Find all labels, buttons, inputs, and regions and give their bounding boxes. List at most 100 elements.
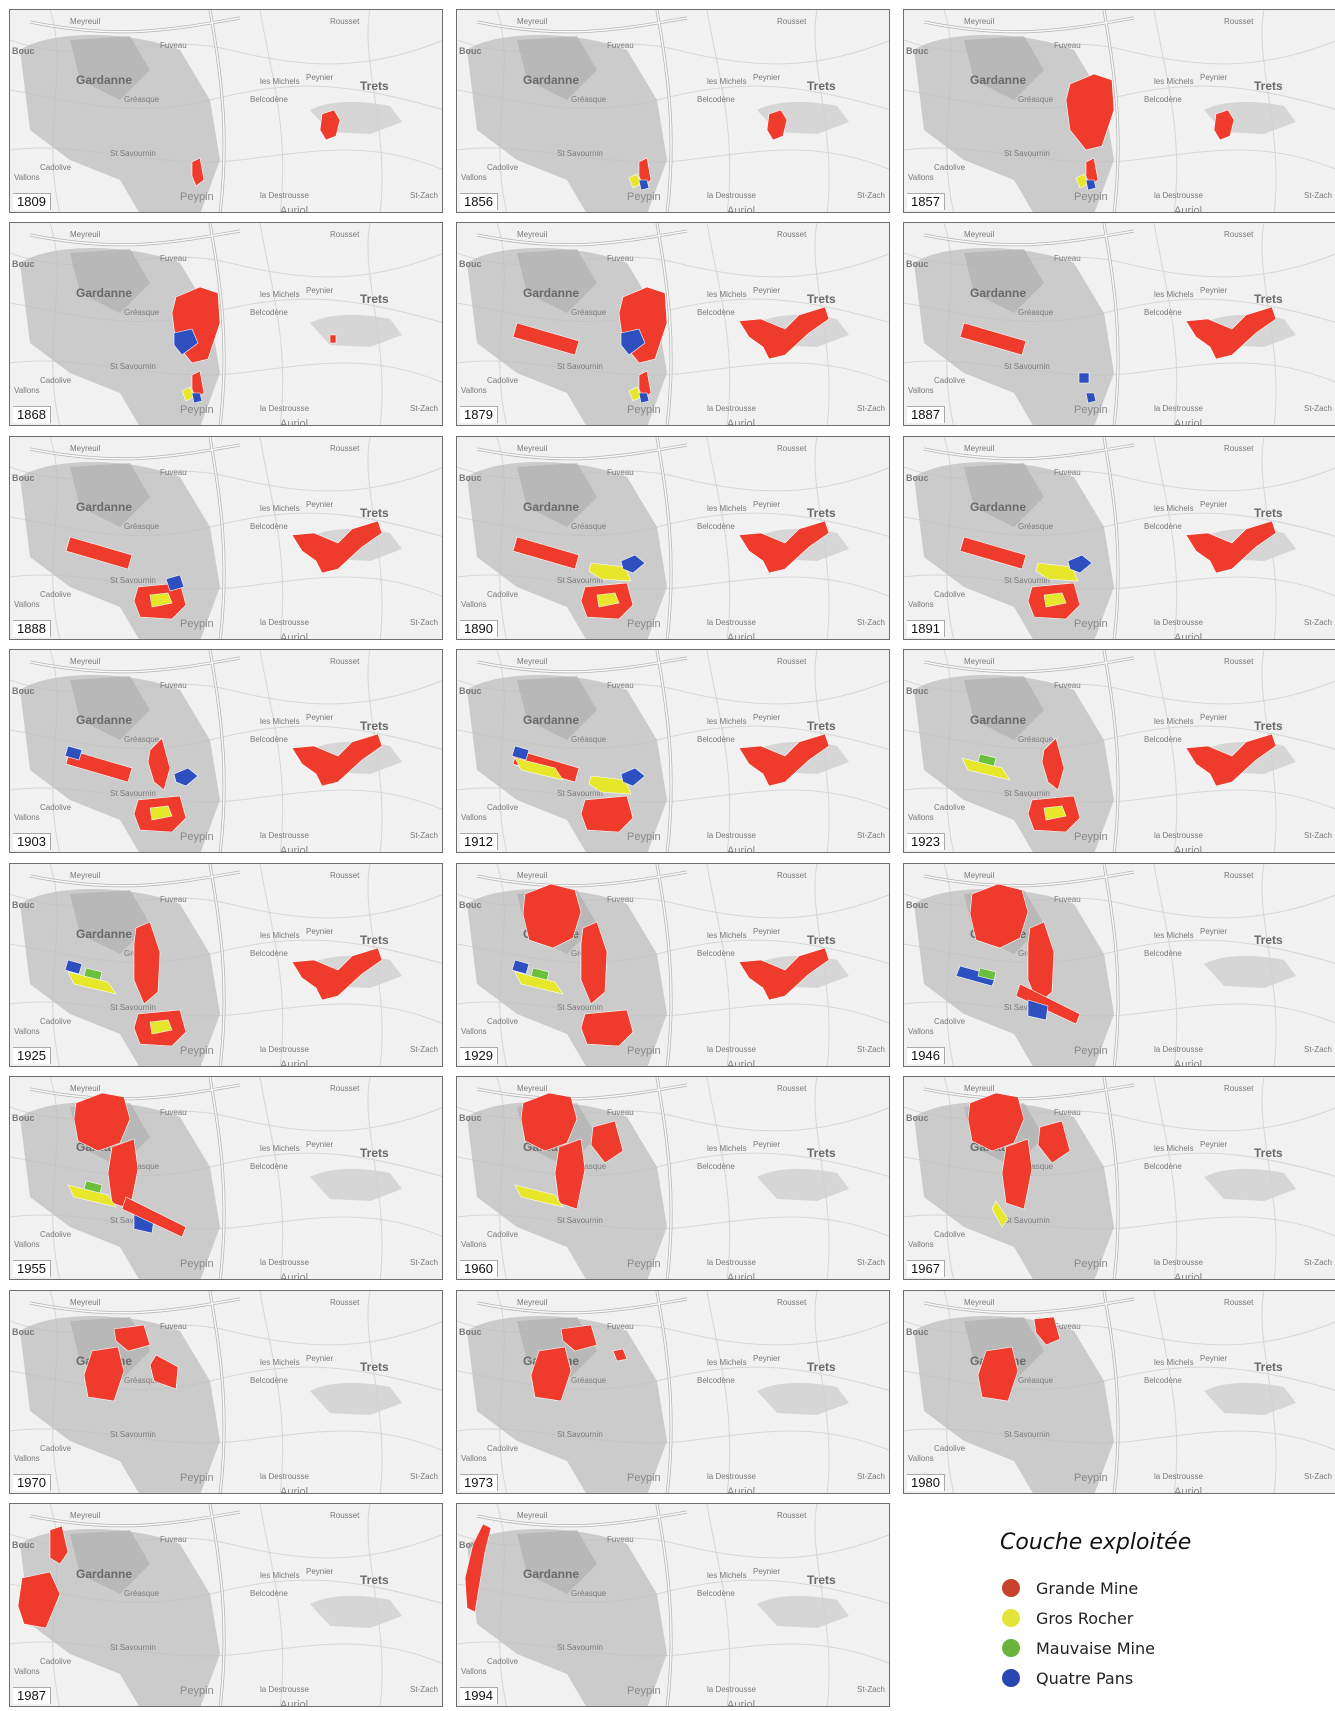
map-label-la-destrousse: la Destrousse xyxy=(707,1045,756,1054)
map-label-la-destrousse: la Destrousse xyxy=(260,1685,309,1694)
panel-year-label: 1857 xyxy=(907,193,945,210)
map-label-greasque: Gréasque xyxy=(571,735,607,744)
map-label-peynier: Peynier xyxy=(1200,927,1227,936)
mined-area-grande-mine xyxy=(1001,1138,1033,1210)
map-canvas: Gardanne Trets Peypin Auriol Belcodène S… xyxy=(10,864,442,1066)
mined-area-grande-mine xyxy=(113,1324,151,1352)
map-panel-1890: Gardanne Trets Peypin Auriol Belcodène S… xyxy=(456,436,890,640)
map-label-peypin: Peypin xyxy=(1074,831,1108,843)
mined-area-grande-mine xyxy=(1033,1316,1061,1346)
mauvaise-mine-swatch-icon xyxy=(1002,1639,1020,1657)
map-label-peypin: Peypin xyxy=(627,1685,661,1697)
map-panel-1980: Gardanne Trets Peypin Auriol Belcodène S… xyxy=(903,1290,1335,1494)
map-label-auriol: Auriol xyxy=(280,1486,308,1494)
map-label-greasque: Gréasque xyxy=(124,95,160,104)
map-label-rousset: Rousset xyxy=(777,1298,807,1307)
map-label-greasque: Gréasque xyxy=(1018,522,1054,531)
map-label-la-destrousse: la Destrousse xyxy=(707,1258,756,1267)
map-canvas: Gardanne Trets Peypin Auriol Belcodène S… xyxy=(457,1077,889,1279)
map-label-peynier: Peynier xyxy=(306,713,333,722)
map-label-gardanne: Gardanne xyxy=(76,1567,132,1581)
map-canvas: Gardanne Trets Peypin Auriol Belcodène S… xyxy=(10,1291,442,1494)
map-label-greasque: Gréasque xyxy=(124,1162,160,1171)
map-canvas: Gardanne Trets Peypin Auriol Belcodène S… xyxy=(904,10,1335,212)
map-label-belcodene: Belcodène xyxy=(1144,522,1182,531)
mined-area-grande-mine xyxy=(969,883,1029,949)
panel-year-label: 1890 xyxy=(460,620,498,637)
map-label-cadolive: Cadolive xyxy=(487,1444,519,1453)
map-label-cadolive: Cadolive xyxy=(934,803,966,812)
map-label-cadolive: Cadolive xyxy=(487,590,519,599)
map-canvas: Gardanne Trets Peypin Auriol Belcodène S… xyxy=(904,1291,1335,1493)
map-label-st-zacharie: St-Zach xyxy=(857,404,885,413)
map-panel-1925: Gardanne Trets Peypin Auriol Belcodène S… xyxy=(9,863,443,1067)
mined-area-grande-mine xyxy=(319,109,341,141)
map-label-gardanne: Gardanne xyxy=(523,1567,579,1581)
map-label-meyreuil: Meyreuil xyxy=(517,657,547,666)
map-label-la-destrousse: la Destrousse xyxy=(707,1472,756,1481)
map-label-cadolive: Cadolive xyxy=(40,1444,72,1453)
map-panel-1891: Gardanne Trets Peypin Auriol Belcodène S… xyxy=(903,436,1335,640)
map-panel-1967: Gardanne Trets Peypin Auriol Belcodène S… xyxy=(903,1076,1335,1280)
map-label-trets: Trets xyxy=(360,1146,389,1160)
map-label-rousset: Rousset xyxy=(777,230,807,239)
map-label-auriol: Auriol xyxy=(1174,845,1202,853)
map-label-la-destrousse: la Destrousse xyxy=(1154,1472,1203,1481)
mined-area-quatre-pans xyxy=(1078,372,1090,384)
mined-area-grande-mine xyxy=(291,733,383,787)
map-label-bouc: Bouc xyxy=(12,259,35,269)
map-label-st-savournin: St Savournin xyxy=(1004,1430,1050,1439)
map-label-rousset: Rousset xyxy=(330,871,360,880)
map-label-gardanne: Gardanne xyxy=(76,500,132,514)
map-label-belcodene: Belcodène xyxy=(697,95,735,104)
map-label-les-michels: les Michels xyxy=(260,504,300,513)
map-label-gardanne: Gardanne xyxy=(76,73,132,87)
map-label-peynier: Peynier xyxy=(1200,1354,1227,1363)
map-label-bouc: Bouc xyxy=(459,1113,482,1123)
map-label-rousset: Rousset xyxy=(330,444,360,453)
map-label-st-zacharie: St-Zach xyxy=(1304,1258,1332,1267)
map-label-vallons: Vallons xyxy=(461,600,487,609)
map-label-la-destrousse: la Destrousse xyxy=(1154,1258,1203,1267)
map-label-vallons: Vallons xyxy=(14,1667,40,1676)
mined-area-quatre-pans xyxy=(1027,999,1049,1021)
mined-area-grande-mine xyxy=(512,536,580,570)
map-label-meyreuil: Meyreuil xyxy=(70,1298,100,1307)
map-label-fuveau: Fuveau xyxy=(1054,895,1081,904)
map-label-belcodene: Belcodène xyxy=(697,1162,735,1171)
panel-year-label: 1980 xyxy=(907,1474,945,1491)
map-label-belcodene: Belcodène xyxy=(250,949,288,958)
mined-area-grande-mine xyxy=(133,921,161,1005)
map-canvas: Gardanne Trets Peypin Auriol Belcodène S… xyxy=(10,650,442,852)
map-label-trets: Trets xyxy=(360,292,389,306)
map-label-peypin: Peypin xyxy=(180,1045,214,1057)
map-label-meyreuil: Meyreuil xyxy=(517,230,547,239)
map-label-auriol: Auriol xyxy=(727,632,755,640)
map-label-gardanne: Gardanne xyxy=(76,713,132,727)
mined-area-mauvaise-mine xyxy=(977,753,997,767)
map-label-st-savournin: St Savournin xyxy=(1004,149,1050,158)
map-label-la-destrousse: la Destrousse xyxy=(707,191,756,200)
mined-area-mauvaise-mine xyxy=(530,967,550,981)
mined-area-quatre-pans xyxy=(173,767,199,787)
map-label-cadolive: Cadolive xyxy=(934,1230,966,1239)
map-label-cadolive: Cadolive xyxy=(934,163,966,172)
map-label-belcodene: Belcodène xyxy=(250,1162,288,1171)
map-label-vallons: Vallons xyxy=(461,1667,487,1676)
mined-area-gros-rocher xyxy=(514,1184,564,1208)
map-canvas: Gardanne Trets Peypin Auriol Belcodène S… xyxy=(457,1504,889,1706)
map-label-peypin: Peypin xyxy=(627,1472,661,1484)
mined-area-quatre-pans xyxy=(511,745,530,761)
map-label-auriol: Auriol xyxy=(727,845,755,853)
map-label-belcodene: Belcodène xyxy=(697,308,735,317)
map-label-st-savournin: St Savournin xyxy=(110,789,156,798)
map-label-fuveau: Fuveau xyxy=(1054,1108,1081,1117)
map-label-auriol: Auriol xyxy=(280,632,308,640)
mined-area-mauvaise-mine xyxy=(83,967,103,981)
map-label-belcodene: Belcodène xyxy=(697,1589,735,1598)
map-label-auriol: Auriol xyxy=(1174,632,1202,640)
map-label-trets: Trets xyxy=(807,719,836,733)
mined-area-quatre-pans xyxy=(1067,554,1093,574)
map-label-vallons: Vallons xyxy=(461,1027,487,1036)
map-label-trets: Trets xyxy=(807,933,836,947)
